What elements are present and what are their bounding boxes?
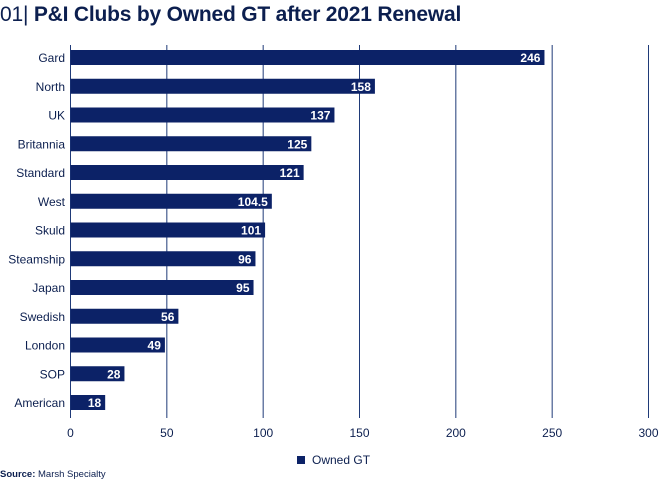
chart-number: 01|: [0, 3, 29, 26]
x-tick-label: 50: [160, 426, 174, 440]
chart-title-text: P&I Clubs by Owned GT after 2021 Renewal: [33, 3, 462, 26]
value-label: 49: [148, 339, 162, 353]
category-label: Standard: [16, 166, 65, 180]
category-label: Gard: [38, 51, 65, 65]
category-label: Britannia: [18, 137, 66, 151]
value-label: 121: [280, 166, 300, 180]
category-label: SOP: [40, 367, 65, 381]
category-label: London: [25, 339, 65, 353]
bar-north: [70, 78, 375, 94]
value-label: 125: [287, 137, 307, 151]
tick-labels: 0 50 100 150 200 250 300: [67, 426, 659, 440]
legend-swatch: [297, 456, 305, 464]
value-label: 28: [107, 367, 121, 381]
chart-title: 01| P&I Clubs by Owned GT after 2021 Ren…: [0, 3, 461, 27]
x-tick-label: 250: [542, 426, 562, 440]
source-text: Marsh Specialty: [38, 469, 106, 480]
category-label: Swedish: [20, 310, 65, 324]
bar-standard: [70, 165, 304, 180]
bars: [70, 50, 545, 410]
value-label: 96: [238, 252, 252, 266]
bar-japan: [70, 280, 254, 295]
bar-uk: [70, 107, 335, 123]
value-label: 18: [88, 396, 102, 410]
category-label: Japan: [32, 281, 65, 295]
gridlines: [70, 45, 649, 418]
x-tick-label: 100: [253, 426, 273, 440]
category-label: Steamship: [8, 252, 65, 266]
value-label: 56: [161, 310, 175, 324]
category-label: North: [36, 80, 65, 94]
source-label: Source:: [0, 469, 36, 480]
bar-american: [70, 395, 106, 410]
bar-swedish: [70, 308, 179, 324]
category-label: West: [38, 195, 66, 209]
category-label: American: [14, 396, 65, 410]
bar-skuld: [70, 222, 266, 238]
value-label: 101: [241, 224, 261, 238]
x-tick-label: 150: [349, 426, 369, 440]
category-label: Skuld: [35, 224, 65, 238]
value-label: 137: [310, 109, 330, 123]
x-tick-label: 200: [446, 426, 466, 440]
value-label: 246: [520, 51, 540, 65]
x-tick-label: 300: [638, 426, 658, 440]
legend: Owned GT: [297, 453, 371, 467]
source-note: Source: Marsh Specialty: [0, 469, 106, 480]
legend-label: Owned GT: [312, 453, 371, 467]
x-tick-label: 0: [67, 426, 74, 440]
bar-london: [70, 337, 165, 353]
value-label: 158: [351, 80, 371, 94]
category-label: UK: [48, 109, 65, 123]
value-label: 104.5: [238, 195, 268, 209]
category-labels: Gard North UK Britannia Standard West Skuld Ste…: [8, 51, 65, 410]
bar-sop: [70, 366, 125, 382]
value-label: 95: [236, 281, 250, 295]
bar-steamship: [70, 251, 256, 267]
bar-west: [70, 193, 272, 209]
bar-britannia: [70, 136, 312, 152]
bar-gard: [70, 50, 545, 65]
